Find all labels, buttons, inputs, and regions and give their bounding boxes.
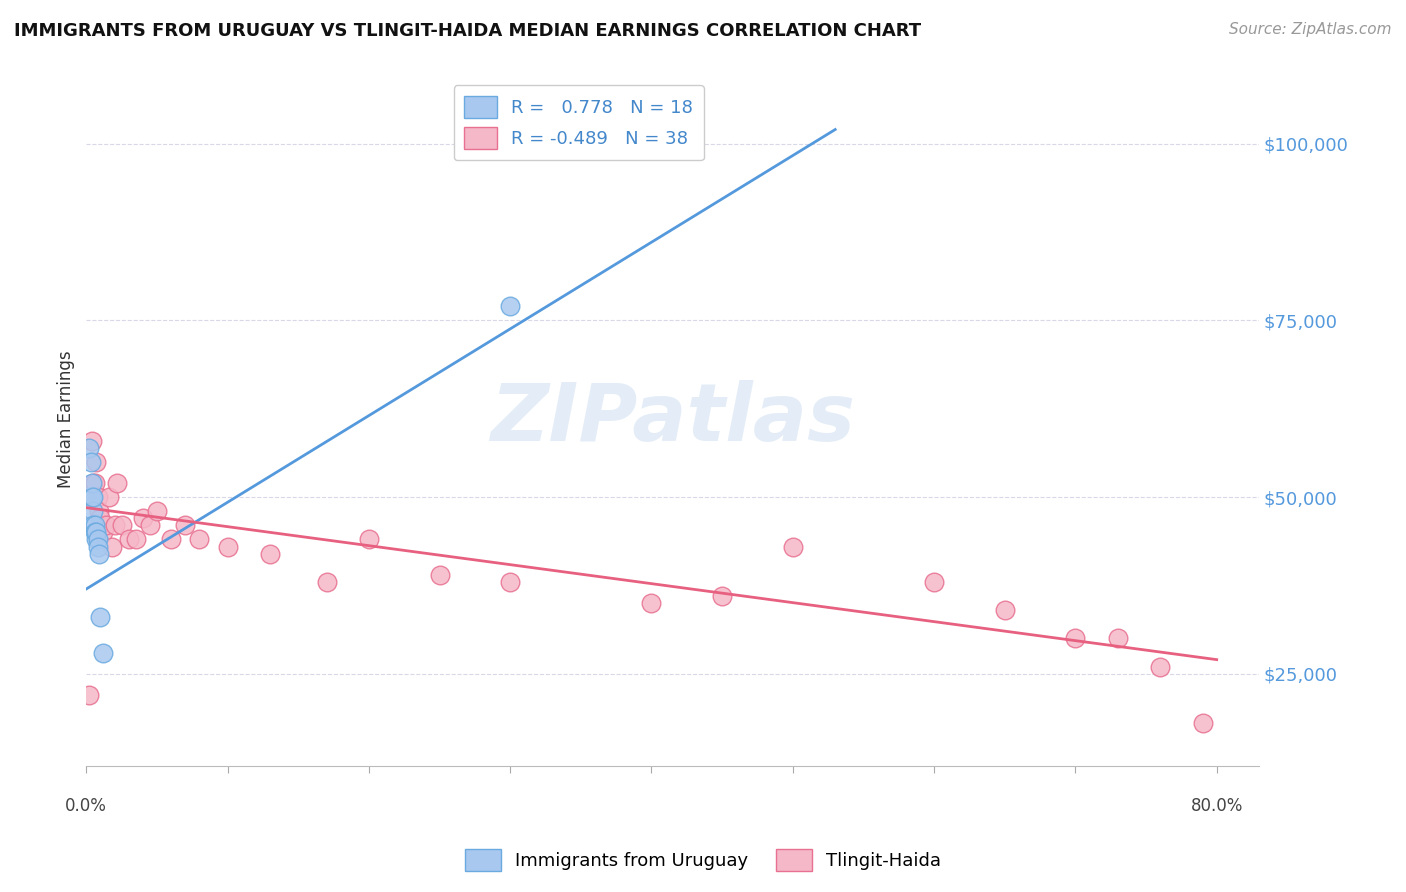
Point	[125, 533, 148, 547]
Point	[640, 596, 662, 610]
Point	[132, 511, 155, 525]
Point	[86, 533, 108, 547]
Point	[86, 490, 108, 504]
Point	[100, 540, 122, 554]
Point	[77, 441, 100, 455]
Point	[87, 504, 110, 518]
Point	[103, 518, 125, 533]
Point	[80, 475, 103, 490]
Text: IMMIGRANTS FROM URUGUAY VS TLINGIT-HAIDA MEDIAN EARNINGS CORRELATION CHART: IMMIGRANTS FROM URUGUAY VS TLINGIT-HAIDA…	[14, 22, 921, 40]
Text: 80.0%: 80.0%	[1191, 797, 1243, 814]
Point	[84, 525, 107, 540]
Point	[83, 525, 105, 540]
Text: ZIPatlas: ZIPatlas	[491, 380, 855, 458]
Point	[82, 504, 104, 518]
Point	[79, 490, 101, 504]
Point	[86, 540, 108, 554]
Point	[1064, 632, 1087, 646]
Text: Source: ZipAtlas.com: Source: ZipAtlas.com	[1229, 22, 1392, 37]
Point	[82, 518, 104, 533]
Point	[105, 475, 128, 490]
Legend: R =   0.778   N = 18, R = -0.489   N = 38: R = 0.778 N = 18, R = -0.489 N = 38	[454, 86, 704, 161]
Point	[782, 540, 804, 554]
Text: 0.0%: 0.0%	[65, 797, 107, 814]
Point	[87, 547, 110, 561]
Point	[84, 533, 107, 547]
Point	[259, 547, 281, 561]
Point	[994, 603, 1017, 617]
Point	[139, 518, 162, 533]
Point	[94, 518, 117, 533]
Point	[711, 589, 734, 603]
Point	[174, 518, 197, 533]
Point	[82, 490, 104, 504]
Point	[217, 540, 239, 554]
Point	[77, 688, 100, 702]
Point	[499, 299, 522, 313]
Point	[315, 574, 337, 589]
Point	[82, 475, 104, 490]
Point	[357, 533, 380, 547]
Point	[1107, 632, 1129, 646]
Point	[160, 533, 183, 547]
Legend: Immigrants from Uruguay, Tlingit-Haida: Immigrants from Uruguay, Tlingit-Haida	[457, 842, 949, 879]
Point	[91, 646, 114, 660]
Point	[91, 525, 114, 540]
Point	[84, 455, 107, 469]
Point	[1149, 659, 1171, 673]
Point	[79, 455, 101, 469]
Point	[89, 610, 111, 624]
Point	[83, 518, 105, 533]
Point	[80, 490, 103, 504]
Point	[110, 518, 132, 533]
Point	[188, 533, 211, 547]
Point	[146, 504, 169, 518]
Point	[499, 574, 522, 589]
Point	[80, 434, 103, 448]
Point	[922, 574, 945, 589]
Point	[118, 533, 141, 547]
Point	[429, 567, 451, 582]
Point	[83, 475, 105, 490]
Point	[97, 490, 120, 504]
Y-axis label: Median Earnings: Median Earnings	[58, 351, 75, 488]
Point	[1191, 716, 1213, 731]
Point	[89, 511, 111, 525]
